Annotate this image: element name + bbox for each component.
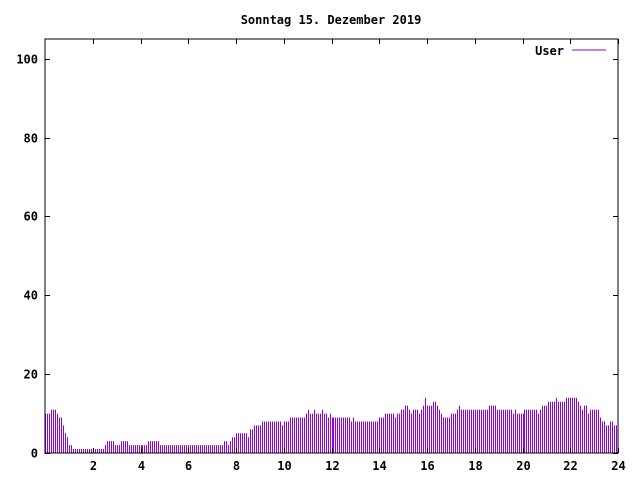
y-axis: 0 20 40 60 80 100 [16, 53, 618, 461]
y-tick-label: 40 [24, 289, 38, 303]
chart-title: Sonntag 15. Dezember 2019 [241, 13, 422, 27]
x-tick-label: 4 [138, 459, 145, 473]
x-tick-label: 12 [325, 459, 339, 473]
y-tick-label: 20 [24, 368, 38, 382]
plot-frame [44, 38, 619, 454]
x-tick-label: 24 [611, 459, 625, 473]
x-tick-label: 18 [468, 459, 482, 473]
x-tick-label: 10 [277, 459, 291, 473]
y-tick-label: 80 [24, 132, 38, 146]
x-tick-label: 20 [516, 459, 530, 473]
y-tick-label: 60 [24, 210, 38, 224]
x-tick-label: 6 [185, 459, 192, 473]
legend: User [535, 44, 606, 58]
bar-series [45, 397, 617, 453]
legend-label-user: User [535, 44, 564, 58]
x-tick-label: 22 [563, 459, 577, 473]
y-tick-label: 0 [31, 447, 38, 461]
y-tick-label: 100 [16, 53, 38, 67]
x-axis: 2 4 6 8 10 12 14 16 18 20 22 24 [90, 39, 626, 473]
x-tick-label: 14 [372, 459, 386, 473]
x-tick-label: 16 [420, 459, 434, 473]
x-tick-label: 8 [233, 459, 240, 473]
x-tick-label: 2 [90, 459, 97, 473]
